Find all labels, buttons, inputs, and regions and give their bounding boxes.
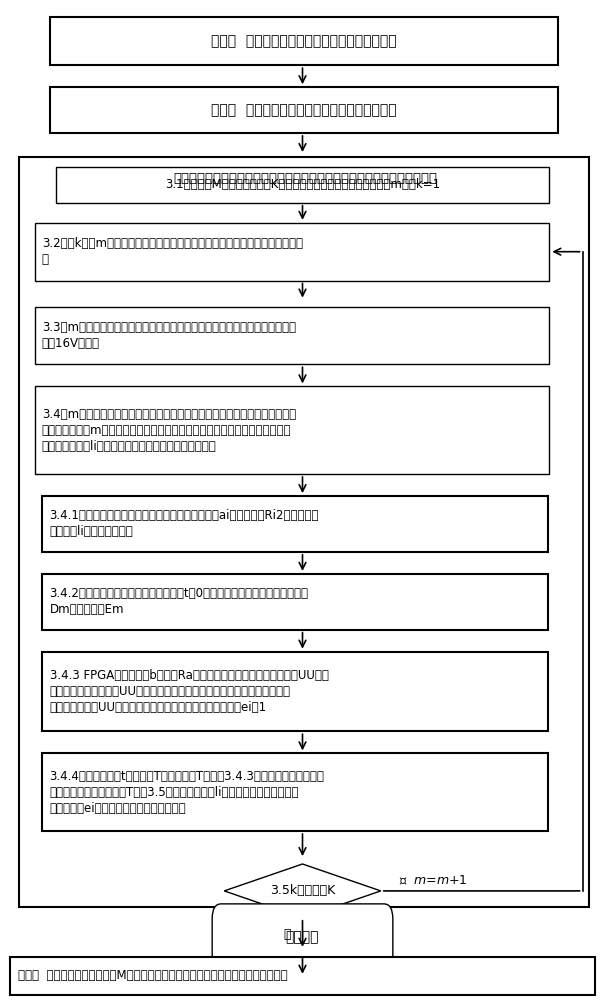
- FancyBboxPatch shape: [42, 574, 548, 630]
- Polygon shape: [224, 864, 381, 918]
- Text: 3.5k是否小于K: 3.5k是否小于K: [270, 884, 335, 897]
- Text: 第三步，利用多路间歇断开故障检测系统对装备中的连接环节进行并行测试: 第三步，利用多路间歇断开故障检测系统对装备中的连接环节进行并行测试: [174, 172, 437, 185]
- Text: 检测完成: 检测完成: [286, 930, 319, 944]
- Text: 3.1将装备中M个连接环节分成K组进行检测，每组连接环节的个数为m，令k=1: 3.1将装备中M个连接环节分成K组进行检测，每组连接环节的个数为m，令k=1: [165, 178, 440, 191]
- FancyBboxPatch shape: [50, 17, 558, 65]
- FancyBboxPatch shape: [34, 307, 549, 364]
- Text: 3.4.1间歇故障检测系统中的间歇故障电压耦合模块ai与保护电阻Ri2后端进行连
接，捕获li一端的电压信号: 3.4.1间歇故障检测系统中的间歇故障电压耦合模块ai与保护电阻Ri2后端进行连…: [50, 509, 319, 538]
- Text: 否: 否: [284, 928, 291, 941]
- Text: 3.3将m个连接环节的另一端接入到测试激励端，测试激励端为恒压源，输出激
励为16V电压。: 3.3将m个连接环节的另一端接入到测试激励端，测试激励端为恒压源，输出激 励为1…: [42, 321, 296, 350]
- Text: 第一步  搭建多路间歇断开故障并行检测硬件系统: 第一步 搭建多路间歇断开故障并行检测硬件系统: [211, 34, 397, 48]
- Text: 3.4.4判断时间变量t是否小于T，若仍小于T，返回3.4.3，对进行下一次的间歇
故障检测，若等于或大于T，转3.5，得到连接环节li在一段时间内发生间歇故
: 3.4.4判断时间变量t是否小于T，若仍小于T，返回3.4.3，对进行下一次的间…: [50, 770, 324, 815]
- FancyBboxPatch shape: [42, 496, 548, 552]
- FancyBboxPatch shape: [56, 167, 549, 203]
- Text: 是  $m$=$m$+1: 是 $m$=$m$+1: [399, 874, 468, 888]
- Text: 3.4在m个连接环节激励注入端同时注入直流信号，多路间歇断开故障并行测试
系统对连接环节m个连接环节进行并行检测，每个连接环节检测是并行的且方法
完全一样的，以: 3.4在m个连接环节激励注入端同时注入直流信号，多路间歇断开故障并行测试 系统对…: [42, 408, 296, 453]
- Text: 3.4.2设定一个计时器，初始化计时变量t为0；初始化一个的连接环节状态矩阵
Dm和计数矩阵Em: 3.4.2设定一个计时器，初始化计时变量t为0；初始化一个的连接环节状态矩阵 D…: [50, 587, 309, 616]
- Text: 3.4.3 FPGA的接收端口b捕获到Ra一端的电压信号，与故障电压阈值UU进行
比较，若电压信号小于UU，表明未发生间歇故障，计数变量数值保持不变，
若电压信: 3.4.3 FPGA的接收端口b捕获到Ra一端的电压信号，与故障电压阈值UU进行…: [50, 669, 329, 714]
- FancyBboxPatch shape: [34, 386, 549, 474]
- FancyBboxPatch shape: [10, 957, 595, 995]
- Text: 第四步  数字转发与配置模块将M个连接环节的检测结果发送给软件模块，并进行显示: 第四步 数字转发与配置模块将M个连接环节的检测结果发送给软件模块，并进行显示: [18, 969, 287, 982]
- FancyBboxPatch shape: [19, 157, 589, 907]
- FancyBboxPatch shape: [50, 87, 558, 133]
- FancyBboxPatch shape: [34, 223, 549, 281]
- FancyBboxPatch shape: [42, 652, 548, 731]
- Text: 3.2将第k组的m个连接环节与多路间歇断开故障并行检测系统的电压耦合模块相
连: 3.2将第k组的m个连接环节与多路间歇断开故障并行检测系统的电压耦合模块相 连: [42, 237, 302, 266]
- FancyBboxPatch shape: [42, 753, 548, 831]
- Text: 第二步  搭建多路间歇断开故障并行检测软件系统: 第二步 搭建多路间歇断开故障并行检测软件系统: [211, 103, 397, 117]
- FancyBboxPatch shape: [212, 904, 393, 970]
